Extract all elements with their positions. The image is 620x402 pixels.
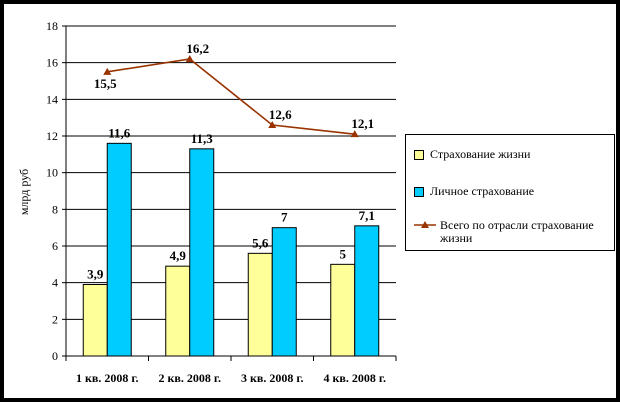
legend-swatch-personal bbox=[414, 187, 424, 197]
legend-item-total: Всего по отрасли страхование жизни bbox=[414, 219, 608, 245]
y-tick-label-6: 12 bbox=[46, 129, 58, 143]
line-label-1: 16,2 bbox=[186, 41, 209, 56]
x-category-label-2: 3 кв. 2008 г. bbox=[241, 371, 304, 385]
data-labels: 3,9 4,9 5,6 5 11,6 11,3 7 7,1 15,5 16,2 12,6 12,1 bbox=[87, 41, 375, 282]
x-category-label-1: 2 кв. 2008 г. bbox=[159, 371, 222, 385]
line-marker-2 bbox=[268, 121, 277, 128]
line-label-3: 12,1 bbox=[351, 116, 374, 131]
bar-s1-1 bbox=[189, 148, 215, 357]
line-label-0: 15,5 bbox=[94, 76, 117, 91]
bar-label-s0-1: 4,9 bbox=[170, 248, 187, 263]
legend-label-personal: Личное страхование bbox=[430, 184, 535, 198]
bar-label-s1-2: 7 bbox=[281, 210, 288, 225]
bar-s0-3 bbox=[330, 263, 356, 357]
bar-s1-3 bbox=[354, 225, 380, 357]
bar-s0-0 bbox=[82, 284, 108, 357]
y-tick-label-2: 4 bbox=[52, 276, 58, 290]
y-tick-label-0: 0 bbox=[52, 349, 58, 363]
x-axis-categories: 1 кв. 2008 г. 2 кв. 2008 г. 3 кв. 2008 г. 4… bbox=[76, 371, 386, 385]
bar-label-s1-1: 11,3 bbox=[191, 131, 214, 146]
y-tick-label-1: 2 bbox=[52, 312, 58, 326]
y-tick-label-7: 14 bbox=[46, 92, 58, 106]
legend-item-personal: Личное страхование bbox=[414, 185, 598, 198]
bar-s1-0 bbox=[106, 142, 132, 357]
legend-item-life: Страхование жизни bbox=[414, 148, 598, 161]
series-line bbox=[103, 55, 359, 138]
bar-s1-2 bbox=[271, 227, 297, 357]
legend: Страхование жизни Личное страхование Все… bbox=[405, 134, 615, 251]
bars bbox=[82, 142, 380, 357]
line-marker-3 bbox=[350, 130, 359, 138]
legend-line-marker-icon bbox=[414, 221, 436, 228]
line-label-2: 12,6 bbox=[269, 107, 292, 122]
bar-label-s0-0: 3,9 bbox=[87, 267, 104, 282]
bar-s0-2 bbox=[247, 252, 273, 357]
bar-label-s1-0: 11,6 bbox=[108, 125, 131, 140]
legend-swatch-life bbox=[414, 150, 424, 160]
x-category-label-0: 1 кв. 2008 г. bbox=[76, 371, 139, 385]
legend-label-life: Страхование жизни bbox=[430, 147, 531, 161]
chart-plot: 0 2 4 6 8 10 12 14 16 18 1 кв. 2008 г. 2 кв. 2008 … bbox=[17, 19, 397, 385]
y-tick-label-4: 8 bbox=[52, 202, 58, 216]
x-category-label-3: 4 кв. 2008 г. bbox=[324, 371, 387, 385]
y-axis-title: млрд руб bbox=[17, 169, 31, 215]
bar-label-s0-3: 5 bbox=[340, 246, 347, 261]
legend-label-total: Всего по отрасли страхование жизни bbox=[440, 218, 594, 245]
line-path-0 bbox=[107, 58, 355, 135]
line-marker-0 bbox=[103, 67, 112, 75]
y-axis-ticks: 0 2 4 6 8 10 12 14 16 18 bbox=[46, 19, 66, 363]
y-tick-label-9: 18 bbox=[46, 19, 58, 33]
line-marker-1 bbox=[185, 55, 194, 62]
y-tick-label-8: 16 bbox=[46, 56, 58, 70]
bar-s0-1 bbox=[165, 265, 191, 357]
bar-label-s1-3: 7,1 bbox=[359, 208, 375, 223]
axes bbox=[65, 26, 397, 361]
y-tick-label-3: 6 bbox=[52, 239, 58, 253]
bar-label-s0-2: 5,6 bbox=[252, 235, 269, 250]
y-tick-label-5: 10 bbox=[46, 166, 58, 180]
